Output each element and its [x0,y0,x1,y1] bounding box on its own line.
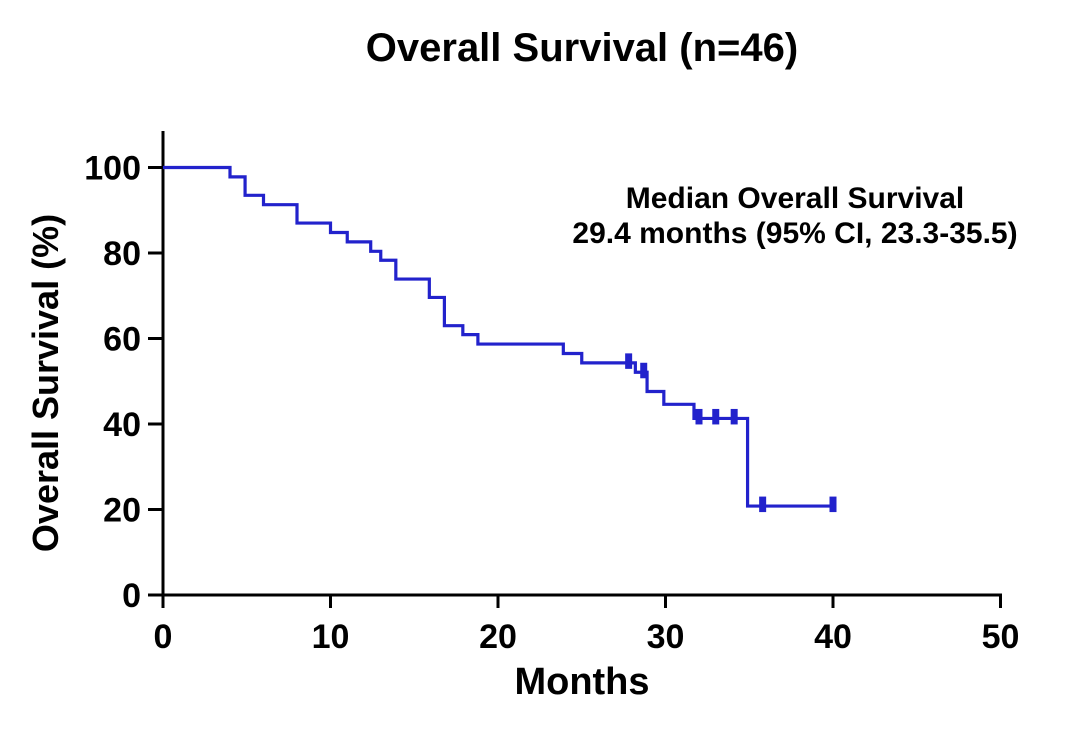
y-tick-label: 0 [122,577,141,615]
x-tick-label: 40 [814,618,852,656]
x-tick-label: 20 [479,618,517,656]
censor-tick [730,408,738,425]
censor-tick [829,496,837,513]
median-survival-annotation: Median Overall Survival 29.4 months (95%… [540,181,1050,251]
annotation-line2: 29.4 months (95% CI, 23.3-35.5) [572,217,1018,250]
y-tick-label: 20 [103,492,141,530]
y-tick-label: 40 [103,406,141,444]
y-tick-label: 80 [103,235,141,273]
x-tick-label: 30 [647,618,685,656]
censor-tick [695,408,703,425]
y-tick-label: 60 [103,321,141,359]
km-curve [163,165,833,508]
censor-tick [625,353,633,369]
censor-tick [640,362,648,379]
censor-tick [712,408,720,425]
y-tick-label: 100 [84,150,141,188]
x-axis-label: Months [514,661,650,703]
x-tick-label: 10 [312,618,350,656]
annotation-line1: Median Overall Survival [625,182,965,215]
x-tick-label: 50 [982,618,1020,656]
censor-tick [759,496,767,513]
x-tick-label: 0 [154,618,173,656]
chart-title: Overall Survival (n=46) [365,26,799,70]
